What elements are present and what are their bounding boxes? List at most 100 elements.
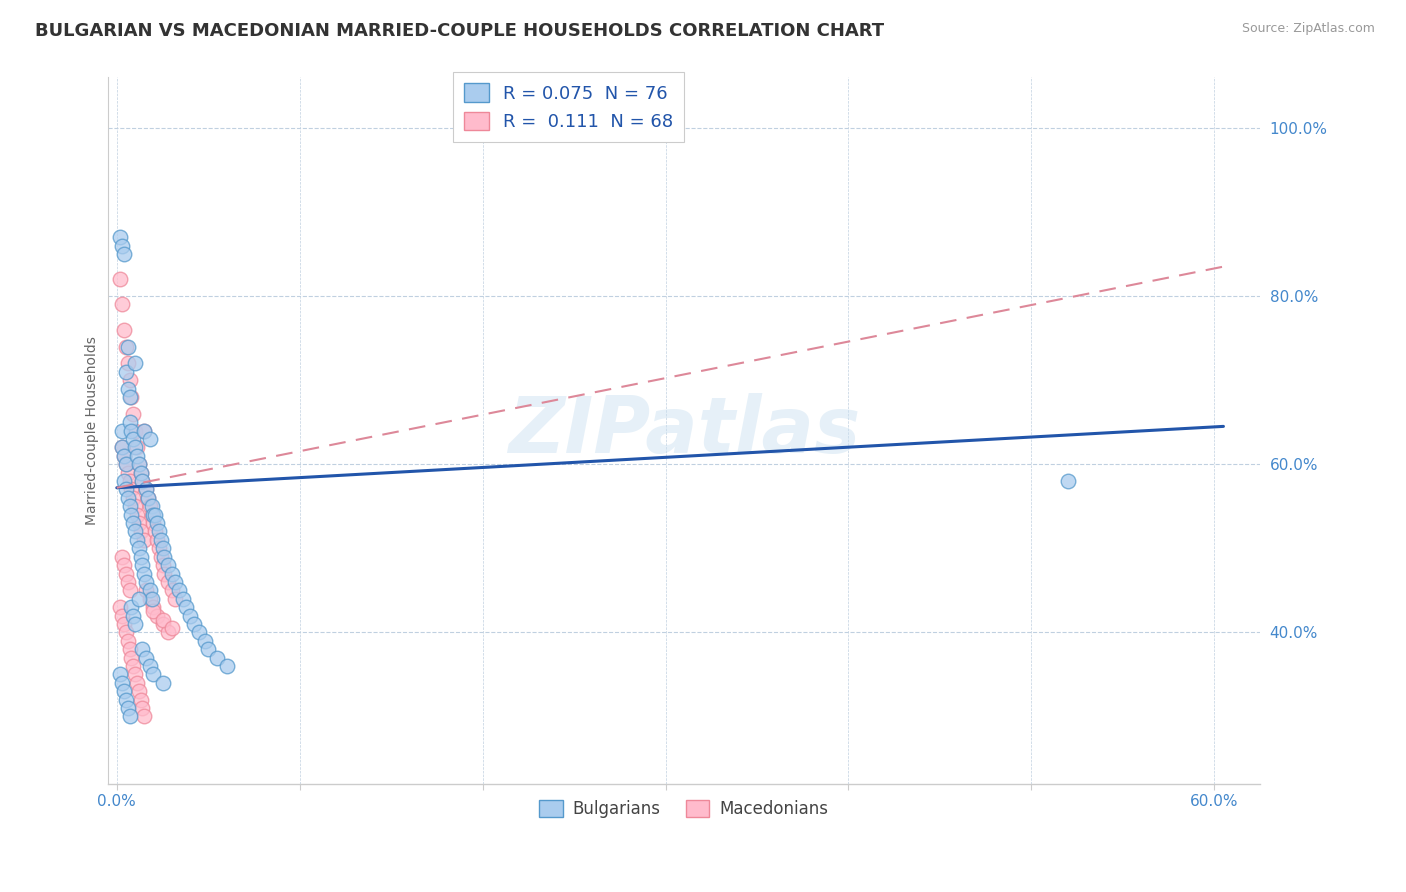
Point [118, 583, 141, 598]
Text: BULGARIAN VS MACEDONIAN MARRIED-COUPLE HOUSEHOLDS CORRELATION CHART: BULGARIAN VS MACEDONIAN MARRIED-COUPLE H… [35, 22, 884, 40]
Point [122, 491, 145, 505]
Point [197, 642, 219, 657]
Point [117, 574, 139, 589]
Point [115, 365, 138, 379]
Point [124, 667, 146, 681]
Point [117, 339, 139, 353]
Point [122, 432, 145, 446]
Legend: Bulgarians, Macedonians: Bulgarians, Macedonians [533, 793, 835, 825]
Point [115, 457, 138, 471]
Point [148, 541, 170, 556]
Point [146, 608, 169, 623]
Point [179, 608, 201, 623]
Point [120, 424, 142, 438]
Point [120, 390, 142, 404]
Point [112, 449, 135, 463]
Point [122, 608, 145, 623]
Point [138, 659, 160, 673]
Point [152, 617, 174, 632]
Point [138, 591, 160, 606]
Point [111, 424, 134, 438]
Point [124, 356, 146, 370]
Point [143, 524, 166, 539]
Point [135, 483, 157, 497]
Point [118, 642, 141, 657]
Point [149, 549, 172, 564]
Point [118, 373, 141, 387]
Point [165, 574, 187, 589]
Point [124, 424, 146, 438]
Point [124, 524, 146, 539]
Point [129, 549, 152, 564]
Point [129, 466, 152, 480]
Text: ZIPatlas: ZIPatlas [508, 392, 860, 468]
Point [117, 356, 139, 370]
Point [149, 533, 172, 547]
Point [131, 701, 153, 715]
Point [183, 617, 205, 632]
Point [128, 541, 150, 556]
Point [117, 701, 139, 715]
Point [125, 533, 148, 547]
Point [131, 474, 153, 488]
Point [124, 441, 146, 455]
Point [112, 684, 135, 698]
Point [146, 533, 169, 547]
Point [142, 604, 165, 618]
Point [111, 549, 134, 564]
Point [118, 390, 141, 404]
Point [115, 457, 138, 471]
Point [125, 676, 148, 690]
Point [110, 600, 132, 615]
Point [135, 583, 157, 598]
Point [128, 516, 150, 530]
Point [120, 508, 142, 522]
Point [115, 566, 138, 581]
Point [138, 583, 160, 598]
Point [117, 491, 139, 505]
Point [165, 591, 187, 606]
Point [128, 684, 150, 698]
Point [129, 466, 152, 480]
Point [112, 323, 135, 337]
Point [122, 516, 145, 530]
Point [120, 650, 142, 665]
Y-axis label: Married-couple Households: Married-couple Households [86, 336, 100, 525]
Point [143, 508, 166, 522]
Point [134, 424, 156, 438]
Point [115, 483, 138, 497]
Point [194, 633, 217, 648]
Point [112, 449, 135, 463]
Point [135, 574, 157, 589]
Point [160, 583, 183, 598]
Point [152, 541, 174, 556]
Point [131, 474, 153, 488]
Point [112, 247, 135, 261]
Point [141, 500, 163, 514]
Point [174, 600, 197, 615]
Point [125, 449, 148, 463]
Point [134, 566, 156, 581]
Point [136, 491, 159, 505]
Point [152, 613, 174, 627]
Point [125, 508, 148, 522]
Point [138, 500, 160, 514]
Point [167, 583, 190, 598]
Point [156, 625, 179, 640]
Point [120, 600, 142, 615]
Point [118, 500, 141, 514]
Point [129, 692, 152, 706]
Point [111, 297, 134, 311]
Point [136, 491, 159, 505]
Point [138, 432, 160, 446]
Point [131, 558, 153, 573]
Point [207, 650, 229, 665]
Point [215, 659, 238, 673]
Point [112, 617, 135, 632]
Point [156, 574, 179, 589]
Point [156, 558, 179, 573]
Point [172, 591, 194, 606]
Point [124, 617, 146, 632]
Point [118, 709, 141, 723]
Point [135, 483, 157, 497]
